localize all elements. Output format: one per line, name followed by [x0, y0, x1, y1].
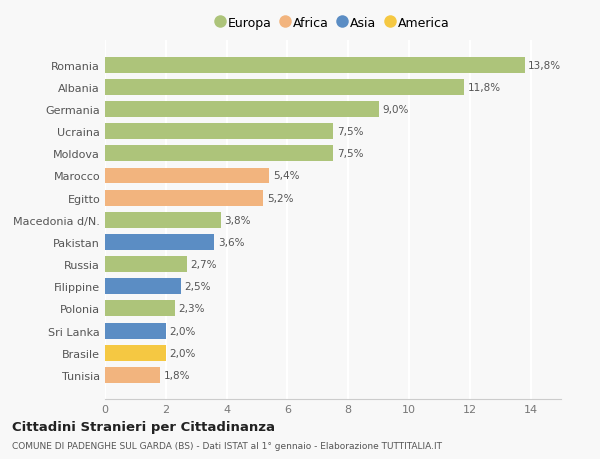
- Bar: [105, 301, 175, 317]
- Text: 5,2%: 5,2%: [267, 193, 293, 203]
- Text: 7,5%: 7,5%: [337, 127, 363, 137]
- Bar: [105, 279, 181, 295]
- Bar: [105, 190, 263, 206]
- Text: 2,7%: 2,7%: [191, 259, 217, 269]
- Text: 9,0%: 9,0%: [382, 105, 409, 115]
- Bar: [105, 323, 166, 339]
- Text: 13,8%: 13,8%: [528, 61, 561, 71]
- Text: 2,0%: 2,0%: [169, 326, 196, 336]
- Text: 11,8%: 11,8%: [467, 83, 500, 93]
- Bar: [105, 168, 269, 184]
- Bar: [105, 146, 333, 162]
- Text: 5,4%: 5,4%: [273, 171, 299, 181]
- Text: 2,5%: 2,5%: [185, 282, 211, 291]
- Bar: [105, 345, 166, 361]
- Bar: [105, 257, 187, 273]
- Text: Cittadini Stranieri per Cittadinanza: Cittadini Stranieri per Cittadinanza: [12, 420, 275, 433]
- Text: 7,5%: 7,5%: [337, 149, 363, 159]
- Legend: Europa, Africa, Asia, America: Europa, Africa, Asia, America: [212, 12, 454, 35]
- Bar: [105, 57, 524, 73]
- Text: 3,8%: 3,8%: [224, 215, 251, 225]
- Text: 1,8%: 1,8%: [163, 370, 190, 380]
- Bar: [105, 124, 333, 140]
- Bar: [105, 367, 160, 383]
- Text: 2,0%: 2,0%: [169, 348, 196, 358]
- Bar: [105, 213, 221, 228]
- Text: 2,3%: 2,3%: [179, 304, 205, 314]
- Text: 3,6%: 3,6%: [218, 237, 245, 247]
- Bar: [105, 80, 464, 95]
- Bar: [105, 102, 379, 118]
- Bar: [105, 235, 214, 251]
- Text: COMUNE DI PADENGHE SUL GARDA (BS) - Dati ISTAT al 1° gennaio - Elaborazione TUTT: COMUNE DI PADENGHE SUL GARDA (BS) - Dati…: [12, 441, 442, 450]
